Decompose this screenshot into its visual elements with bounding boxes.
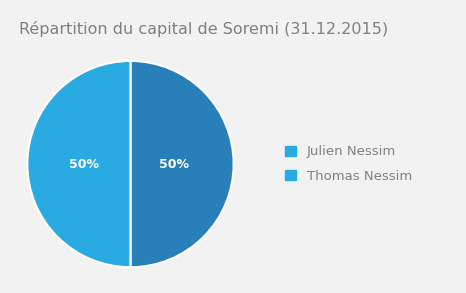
Text: 50%: 50% <box>69 158 99 171</box>
Text: Répartition du capital de Soremi (31.12.2015): Répartition du capital de Soremi (31.12.… <box>19 21 388 37</box>
Text: 50%: 50% <box>159 158 189 171</box>
Wedge shape <box>130 61 233 267</box>
Wedge shape <box>27 61 130 267</box>
Legend: Julien Nessim, Thomas Nessim: Julien Nessim, Thomas Nessim <box>279 139 418 190</box>
